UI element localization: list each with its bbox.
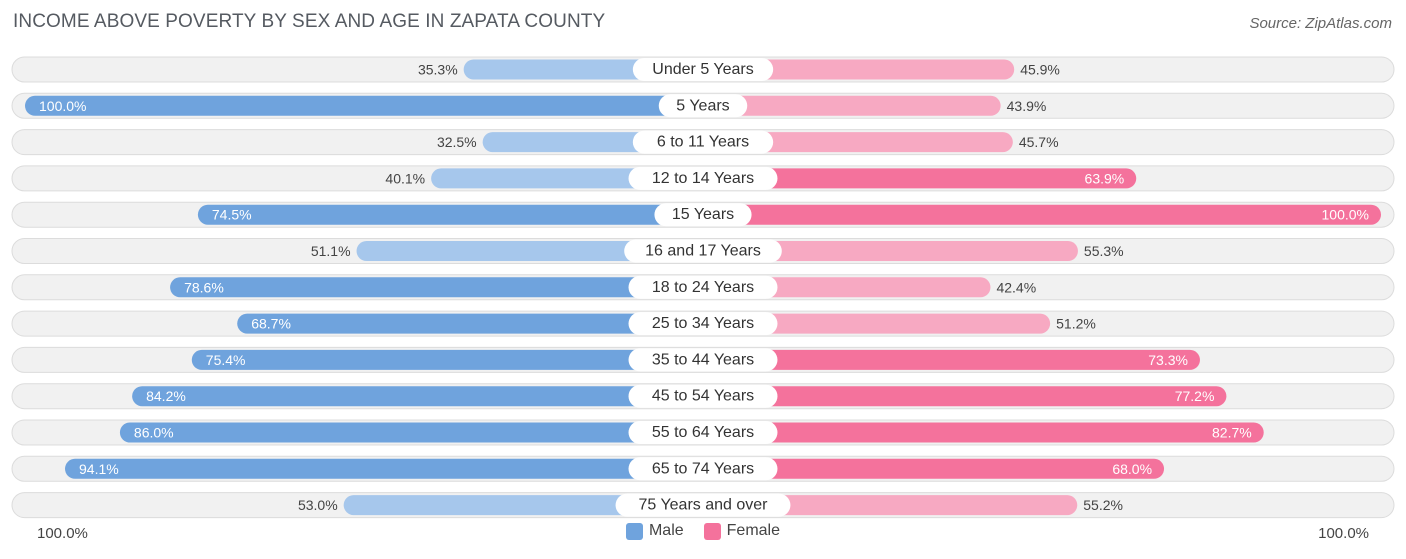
category-pill (628, 275, 778, 299)
female-value-label: 100.0% (1322, 207, 1369, 223)
female-bar (703, 132, 1013, 153)
female-value-label: 68.0% (1112, 461, 1152, 477)
legend-label-male: Male (648, 522, 684, 539)
female-value-label: 55.2% (1083, 497, 1123, 513)
female-value-label: 45.9% (1020, 62, 1060, 78)
male-bar (65, 458, 703, 479)
female-value-label: 73.3% (1148, 352, 1188, 368)
category-label: 6 to 11 Years (657, 134, 749, 151)
female-value-label: 43.9% (1007, 98, 1047, 114)
female-bar (703, 95, 1001, 116)
male-value-label: 35.3% (418, 62, 458, 78)
male-bar (25, 95, 703, 116)
male-value-label: 94.1% (79, 461, 119, 477)
category-pill (628, 457, 778, 481)
male-value-label: 40.1% (385, 170, 425, 186)
female-value-label: 82.7% (1212, 425, 1252, 441)
female-bar (703, 313, 1051, 334)
female-value-label: 77.2% (1175, 388, 1215, 404)
female-value-label: 55.3% (1084, 243, 1124, 259)
category-label: 5 Years (676, 97, 729, 114)
female-bar (703, 349, 1200, 370)
axis-left-label: 100.0% (37, 525, 88, 542)
legend-swatch-male (625, 522, 643, 540)
legend-row: 100.0% Male Female 100.0% (0, 522, 1406, 546)
category-pill (628, 166, 778, 190)
male-bar (237, 313, 704, 334)
male-bar (170, 277, 704, 298)
category-pill (628, 348, 778, 372)
female-bar (703, 59, 1015, 80)
category-pill (628, 384, 778, 408)
female-value-label: 51.2% (1056, 316, 1096, 332)
female-value-label: 63.9% (1085, 170, 1125, 186)
female-value-label: 45.7% (1019, 134, 1059, 150)
male-value-label: 84.2% (146, 388, 186, 404)
category-label: 35 to 44 Years (652, 351, 754, 368)
category-pill (632, 58, 774, 81)
male-value-label: 68.7% (251, 316, 291, 332)
category-label: 75 Years and over (639, 497, 769, 514)
male-value-label: 75.4% (206, 352, 246, 368)
category-pill (624, 239, 782, 263)
legend-item-female: Female (703, 522, 781, 540)
male-value-label: 86.0% (134, 425, 174, 441)
male-bar (119, 422, 704, 443)
female-bar (703, 422, 1264, 443)
diverging-bar-chart: 35.3% 45.9% Under 5 Years 100.0% 43.9% 5 Year… (11, 56, 1395, 519)
female-bar (703, 386, 1227, 407)
category-label: 18 to 24 Years (652, 279, 754, 296)
male-value-label: 51.1% (311, 243, 351, 259)
male-bar (343, 495, 703, 516)
category-label: Under 5 Years (652, 61, 753, 78)
male-value-label: 74.5% (212, 207, 252, 223)
male-bar (356, 241, 703, 261)
male-value-label: 53.0% (298, 497, 338, 513)
source-note: Source: ZipAtlas.com (1249, 15, 1392, 32)
female-bar (703, 168, 1137, 189)
category-pill (628, 421, 778, 444)
category-label: 15 Years (672, 206, 734, 223)
female-bar (703, 495, 1078, 516)
category-pill (628, 312, 778, 336)
chart-title: INCOME ABOVE POVERTY BY SEX AND AGE IN Z… (13, 11, 606, 32)
category-label: 25 to 34 Years (652, 315, 754, 332)
category-pill (658, 94, 748, 118)
male-value-label: 78.6% (184, 279, 224, 295)
category-pill (615, 493, 791, 517)
female-bar (703, 458, 1165, 479)
male-bar (132, 386, 703, 407)
female-bar (703, 204, 1381, 225)
female-value-label: 42.4% (996, 279, 1036, 295)
axis-right-label: 100.0% (1318, 525, 1369, 542)
legend-item-male: Male (625, 522, 684, 540)
category-label: 12 to 14 Years (652, 170, 754, 187)
category-label: 45 to 54 Years (652, 388, 754, 405)
category-label: 55 to 64 Years (652, 424, 754, 441)
male-bar (197, 204, 703, 225)
category-label: 65 to 74 Years (652, 460, 754, 477)
male-value-label: 100.0% (39, 98, 86, 114)
category-pill (654, 203, 752, 227)
category-pill (632, 130, 774, 154)
legend-swatch-female (703, 522, 721, 540)
male-bar (191, 349, 703, 370)
female-bar (703, 241, 1078, 261)
legend-label-female: Female (726, 522, 781, 539)
male-value-label: 32.5% (437, 134, 477, 150)
legend: Male Female (0, 522, 1406, 540)
category-label: 16 and 17 Years (645, 243, 761, 260)
